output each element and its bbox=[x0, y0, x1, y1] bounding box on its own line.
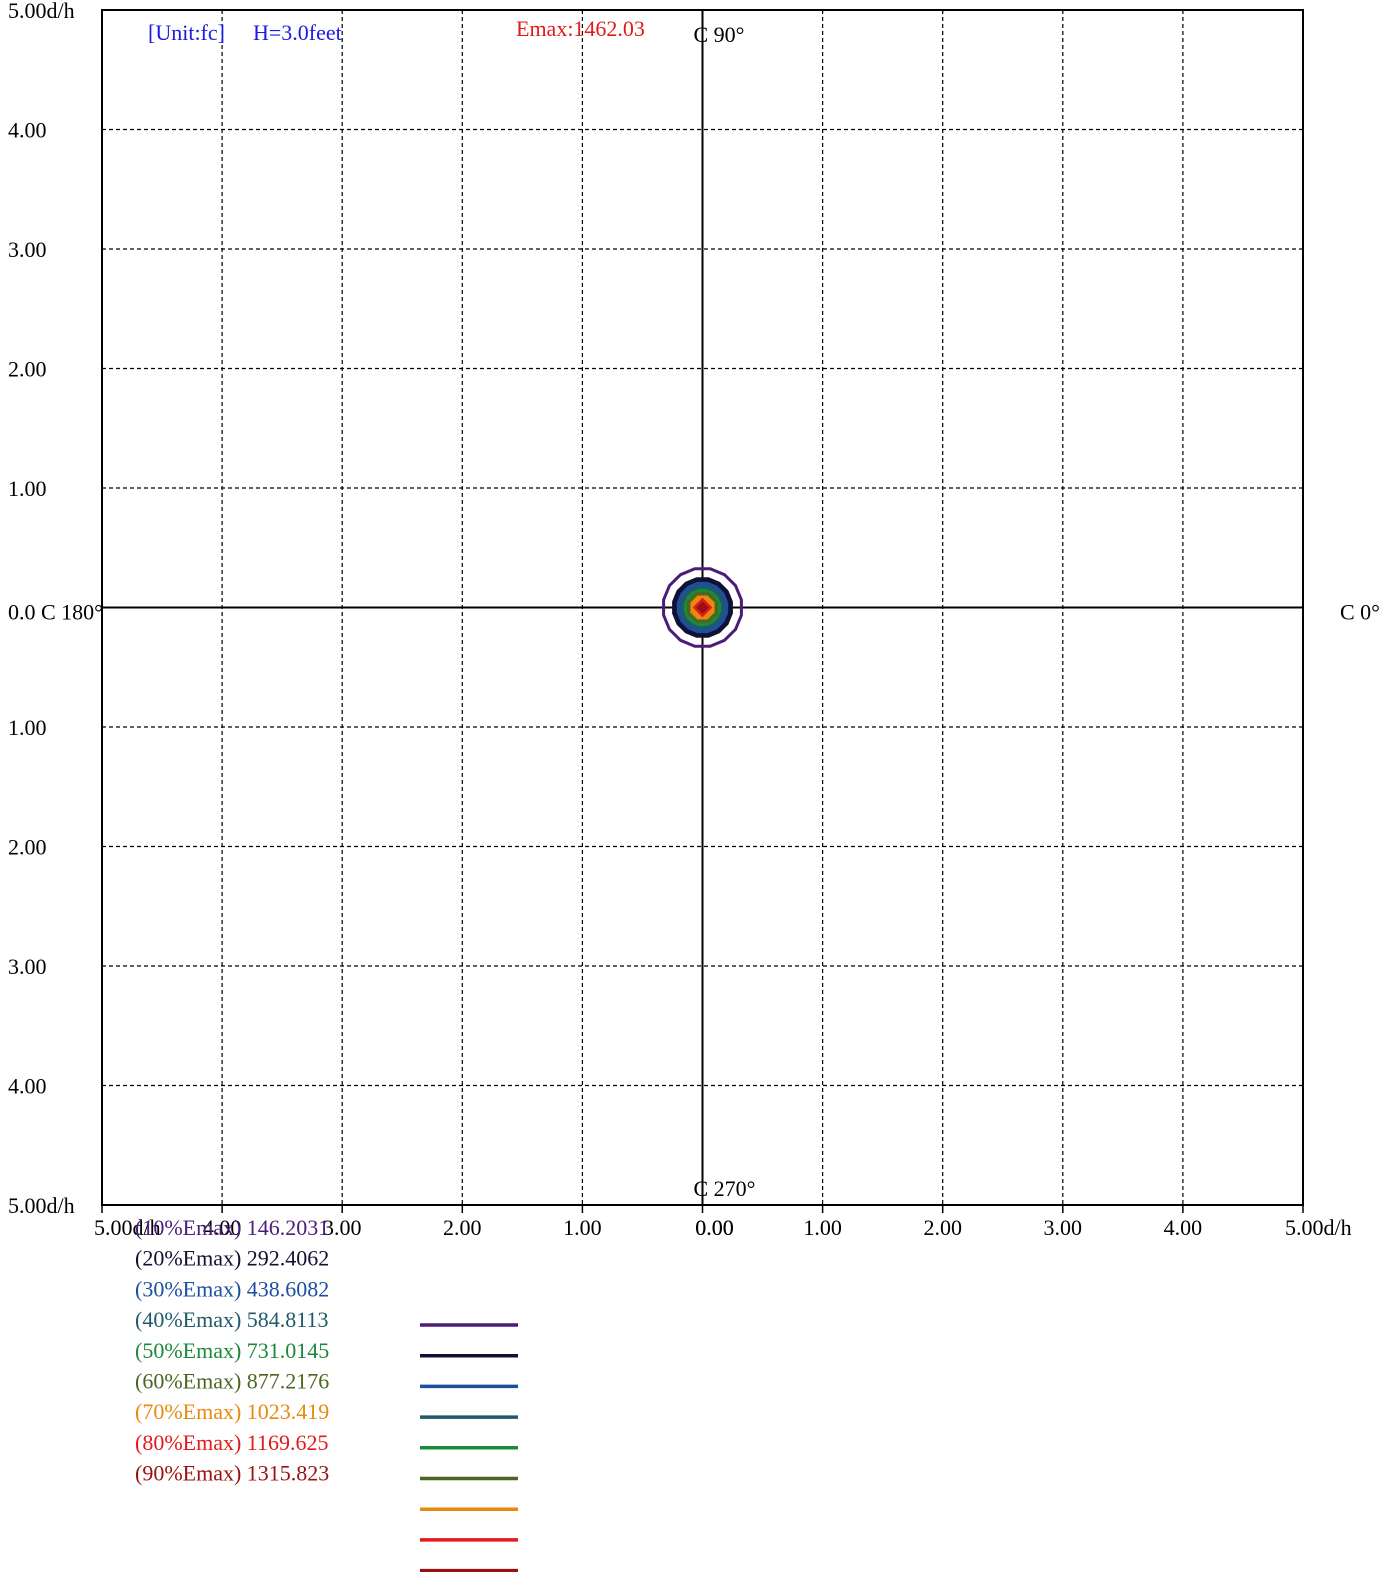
legend-label: (80%Emax) 1169.625 bbox=[135, 1430, 328, 1455]
direction-label-top: C 90° bbox=[694, 22, 745, 47]
direction-label-right: C 0° bbox=[1340, 600, 1380, 625]
legend-label: (70%Emax) 1023.419 bbox=[135, 1399, 329, 1424]
legend-label: (10%Emax) 146.2031 bbox=[135, 1215, 329, 1240]
x-tick-label: 0.00 bbox=[695, 1215, 734, 1240]
y-tick-label: 3.00 bbox=[8, 237, 47, 262]
x-tick-label: 3.00 bbox=[1044, 1215, 1083, 1240]
x-tick-label: 1.00 bbox=[563, 1215, 602, 1240]
y-tick-label: 4.00 bbox=[8, 118, 47, 143]
y-tick-label: 5.00d/h bbox=[8, 0, 75, 23]
contour-level bbox=[696, 601, 709, 614]
x-tick-label: 4.00 bbox=[203, 1215, 242, 1240]
x-tick-label: 1.00 bbox=[803, 1215, 842, 1240]
legend-label: (50%Emax) 731.0145 bbox=[135, 1338, 329, 1363]
x-tick-label: 0.00 bbox=[695, 1215, 734, 1240]
y-tick-label: 2.00 bbox=[8, 357, 47, 382]
contour-level bbox=[662, 567, 743, 648]
direction-label-bottom: C 270° bbox=[694, 1176, 756, 1201]
y-tick-label: 3.00 bbox=[8, 954, 47, 979]
x-tick-label: 2.00 bbox=[923, 1215, 962, 1240]
y-tick-label: 1.00 bbox=[8, 715, 47, 740]
emax-label: Emax:1462.03 bbox=[516, 16, 645, 41]
y-tick-label: 4.00 bbox=[8, 1074, 47, 1099]
x-tick-label: 4.00 bbox=[1164, 1215, 1203, 1240]
unit-label: [Unit:fc] bbox=[148, 20, 225, 45]
y-tick-label: 1.00 bbox=[8, 476, 47, 501]
x-tick-label: 5.00d/h bbox=[94, 1215, 161, 1240]
legend-label: (90%Emax) 1315.823 bbox=[135, 1461, 329, 1486]
legend-label: (30%Emax) 438.6082 bbox=[135, 1276, 329, 1301]
legend-label: (40%Emax) 584.8113 bbox=[135, 1307, 328, 1332]
legend-label: (20%Emax) 292.4062 bbox=[135, 1246, 329, 1271]
legend-label: (60%Emax) 877.2176 bbox=[135, 1369, 329, 1394]
height-label: H=3.0feet bbox=[253, 20, 342, 45]
y-tick-label: 2.00 bbox=[8, 835, 47, 860]
x-tick-label: 2.00 bbox=[443, 1215, 482, 1240]
x-tick-label: 3.00 bbox=[323, 1215, 362, 1240]
y-tick-label: 5.00d/h bbox=[8, 1193, 75, 1218]
x-tick-label: 5.00d/h bbox=[1285, 1215, 1352, 1240]
direction-label-left: 0.0 C 180° bbox=[8, 600, 103, 625]
